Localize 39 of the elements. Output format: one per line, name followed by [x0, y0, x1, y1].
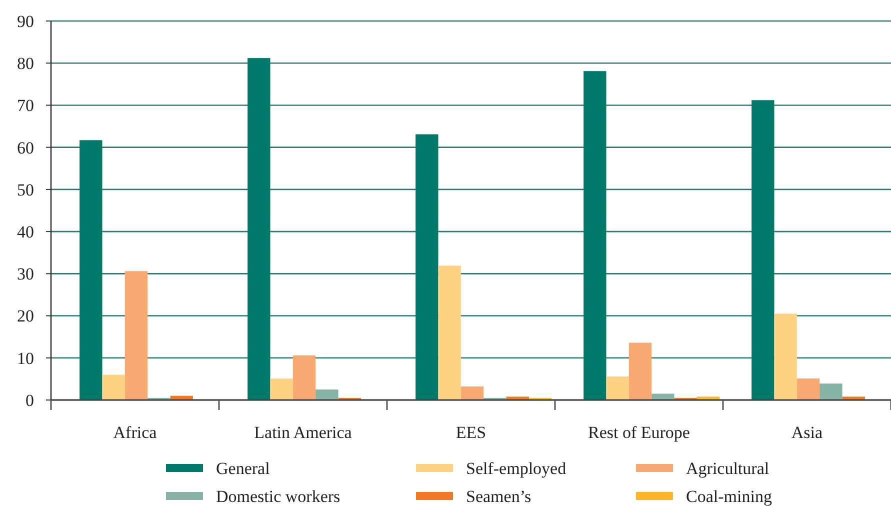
bar [752, 100, 774, 400]
bar [584, 71, 606, 400]
y-tick-label: 90 [17, 12, 34, 31]
bar [292, 355, 316, 400]
bar [248, 58, 270, 400]
y-tick-label: 0 [26, 390, 34, 410]
x-tick-label: Africa [113, 423, 158, 442]
x-tick-label: EES [456, 423, 486, 442]
bar [316, 389, 338, 400]
y-tick-label: 30 [17, 264, 34, 284]
bar [416, 134, 438, 400]
x-tick-label: Rest of Europe [588, 423, 690, 442]
legend-label: General [216, 458, 270, 478]
bar [438, 266, 461, 400]
bar [460, 386, 484, 400]
y-tick-label: 20 [17, 306, 34, 326]
bar [628, 342, 652, 400]
legend-label: Seamen’s [466, 486, 532, 506]
y-tick-label: 60 [17, 138, 34, 158]
bar [652, 394, 674, 400]
bar [124, 271, 148, 400]
legend-label: Agricultural [686, 458, 770, 478]
y-tick-label: 40 [17, 222, 34, 242]
bar [774, 314, 797, 400]
bar [820, 384, 842, 400]
legend-label: Self-employed [466, 458, 567, 478]
bar [606, 376, 629, 400]
x-tick-label: Latin America [254, 423, 352, 442]
bar [796, 378, 820, 400]
y-tick-label: 50 [17, 180, 34, 200]
legend-label: Domestic workers [216, 486, 340, 506]
bar [270, 378, 293, 400]
y-tick-label: 70 [17, 96, 34, 116]
bar [102, 374, 125, 400]
bar [80, 140, 102, 400]
x-tick-label: Asia [791, 423, 824, 442]
y-tick-label: 10 [17, 348, 34, 368]
y-tick-label: 80 [17, 54, 34, 74]
legend-label: Coal-mining [686, 486, 772, 506]
